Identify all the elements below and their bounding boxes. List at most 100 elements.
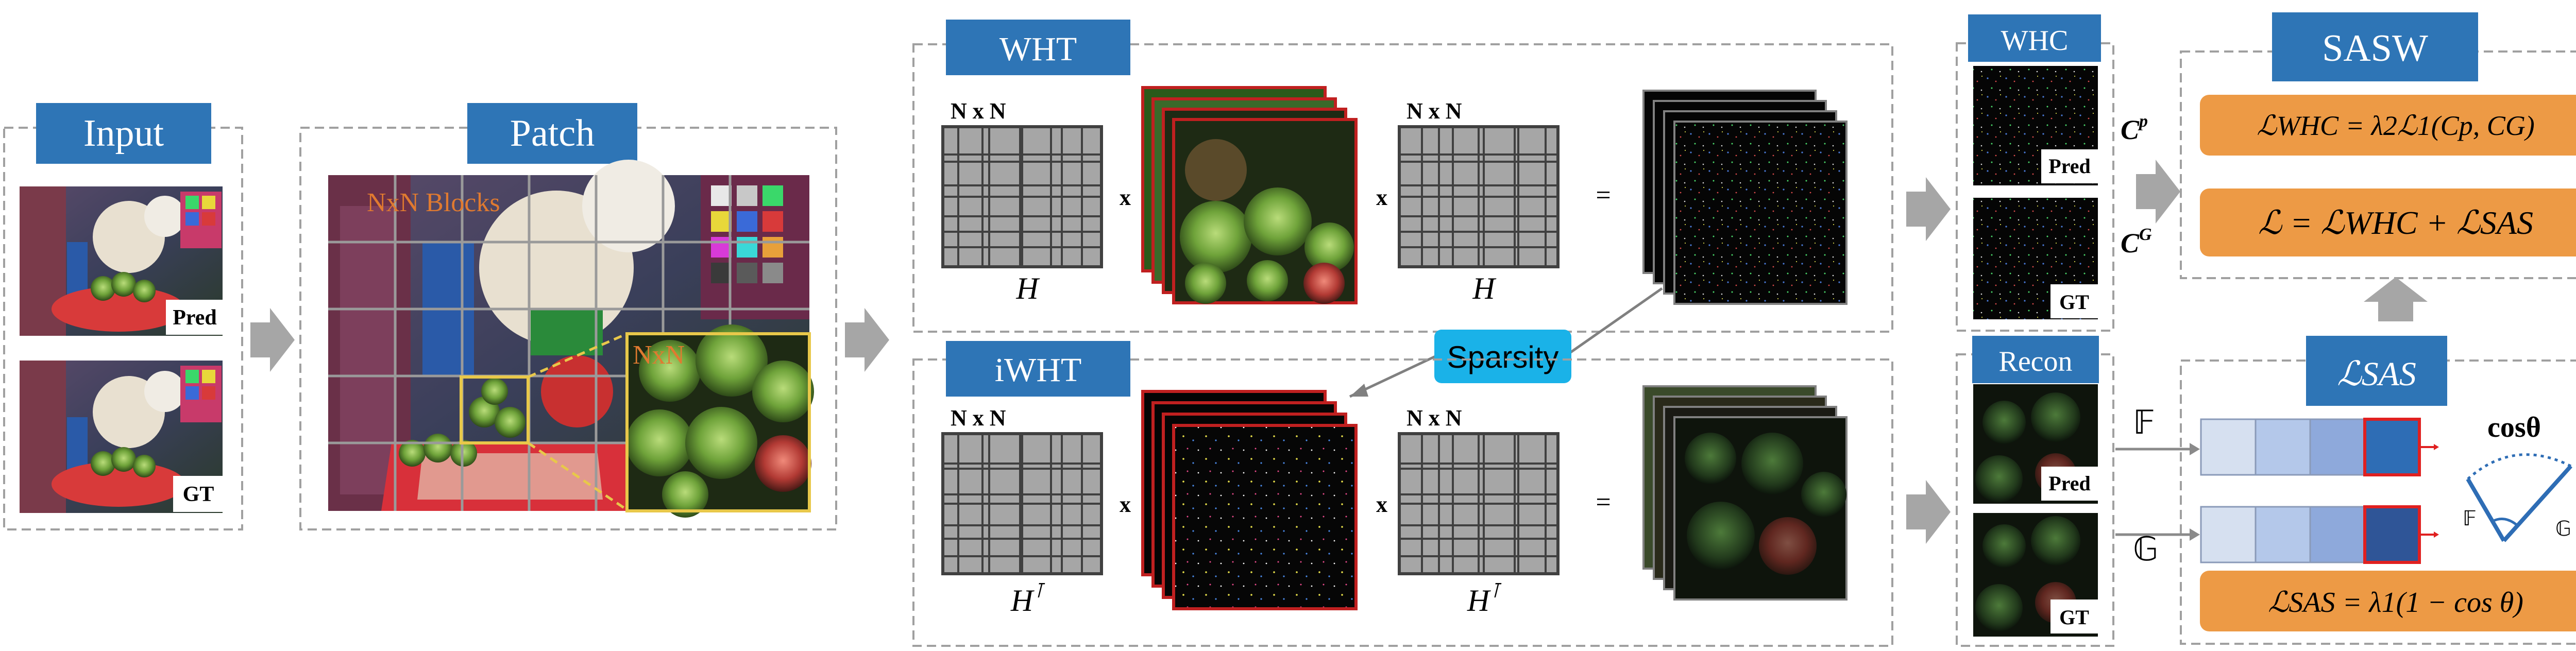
sparsity-connector [1565,287,1663,357]
pred-tag-bg [166,300,224,335]
whc-title: WHC [2001,25,2069,57]
equals-sign: = [1596,181,1611,210]
patch-stack [1141,86,1358,304]
cp-label: Cp [2121,112,2148,145]
selected-block-outline [460,375,530,444]
up-arrow-icon [2364,277,2428,321]
right-arrow-icon [2136,160,2180,224]
cos-theta-label: cosθ [2487,412,2541,443]
matrix-dim-label: N x N [1406,98,1462,124]
reconstructed-patch-stack [1642,385,1848,601]
equals-sign: = [1596,488,1611,517]
right-arrow-icon [1906,480,1951,544]
patch-section: Patch [299,103,837,530]
hadamard-grid-lines [943,434,1101,574]
times-sign: x [1120,185,1131,210]
wht-section: WHT N x N H x x N x N [912,20,1893,333]
iwht-title-box [946,341,1130,397]
wht-title-box [946,20,1130,75]
input-title: Input [83,112,164,155]
angle-g-label: 𝔾 [2555,517,2571,540]
sasw-title-box [2272,12,2478,81]
patch-image [328,160,809,511]
patch-title: Patch [510,112,595,155]
cg-label: CG [2121,225,2152,259]
coefficient-stack [1642,90,1848,305]
iwht-title: iWHT [995,351,1082,389]
whc-gt-label: GT [2059,290,2089,314]
sas-title: ℒSAS [2337,355,2416,393]
zoomed-block-image [626,324,814,518]
whc-loss-formula: ℒWHC = λ2ℒ1(Cp, CG) [2257,110,2535,141]
sas-section: ℒSAS 𝔽 𝔾 cosθ [2115,336,2576,645]
times-sign: x [1120,492,1131,517]
recon-title: Recon [1998,346,2072,378]
angle-f-label: 𝔽 [2463,507,2477,530]
input-section: Input Pred [3,103,243,530]
arrowhead-icon [1350,384,1368,397]
arrowhead-icon [2434,444,2439,450]
zoom-line-bottom [527,441,628,511]
arrowhead-icon [2434,532,2439,538]
whc-title-box [1968,14,2101,62]
iwht-section: iWHT N x N H⊺ x x N x N H⊺ = [912,341,1893,647]
whc-section: WHC Pred GT [1956,14,2114,332]
right-arrow-icon [250,308,295,372]
hadamard-grid-lines [1399,434,1558,574]
g-feature-vector [2200,505,2421,564]
matrix-dim-label: N x N [951,98,1006,124]
sparse-coefficient-stack [1141,390,1358,610]
h-label: H [1472,271,1497,305]
times-sign: x [1376,492,1387,517]
sparsity-label: Sparsity [1447,340,1559,374]
whc-loss-box [2200,95,2576,156]
h-transpose-label: H⊺ [1010,579,1045,618]
right-arrow-icon [1906,177,1951,241]
input-pred-label: Pred [173,306,217,330]
sas-title-box [2306,336,2447,406]
angle-diagram-icon: cosθ 𝔽 𝔾 [2463,412,2572,542]
input-gt-image [20,361,223,513]
nxn-label: NxN [633,340,685,370]
times-sign: x [1376,185,1387,210]
recon-section: Recon Pred GT [1956,336,2114,647]
sasw-section: SASW ℒWHC = λ2ℒ1(Cp, CG) ℒ = ℒWHC + ℒSAS [2180,12,2576,279]
input-title-box [36,103,211,164]
sasw-title: SASW [2322,27,2428,70]
gt-tag-bg [173,476,224,512]
matrix-dim-label: N x N [951,405,1006,431]
h-label: H [1015,271,1040,305]
zoom-line-top [527,332,628,379]
input-pred-image [20,186,223,336]
blocks-label: NxN Blocks [367,188,500,217]
total-loss-box [2200,189,2576,256]
f-symbol: 𝔽 [2133,404,2155,441]
zoomed-block-outline [625,332,811,512]
arrowhead-icon [2190,528,2200,541]
matrix-dim-label: N x N [1406,405,1462,431]
recon-gt-label: GT [2059,606,2089,629]
pred-tag-bg [2041,149,2098,183]
whc-pred-label: Pred [2048,155,2090,178]
hadamard-grid-lines [943,127,1101,267]
sas-loss-box [2200,571,2576,631]
wht-dashed-border [912,43,1893,333]
h-transpose-label: H⊺ [1467,579,1502,618]
iwht-dashed-border [912,358,1893,647]
sas-loss-formula: ℒSAS = λ1(1 − cos θ) [2268,587,2523,619]
gt-tag-bg [2050,599,2098,633]
hadamard-grid-lines [1399,127,1558,267]
sas-dashed-border [2180,359,2576,645]
input-gt-label: GT [183,483,214,506]
patch-title-box [467,103,637,164]
right-arrow-icon [845,308,889,372]
gt-tag-bg [2050,284,2098,318]
f-feature-vector [2200,418,2421,476]
sparsity-badge [1434,330,1571,383]
total-loss-formula: ℒ = ℒWHC + ℒSAS [2258,204,2533,241]
wht-title: WHT [999,30,1077,68]
arrowhead-icon [2190,443,2200,455]
recon-pred-label: Pred [2048,472,2090,495]
recon-title-box [1972,336,2099,383]
